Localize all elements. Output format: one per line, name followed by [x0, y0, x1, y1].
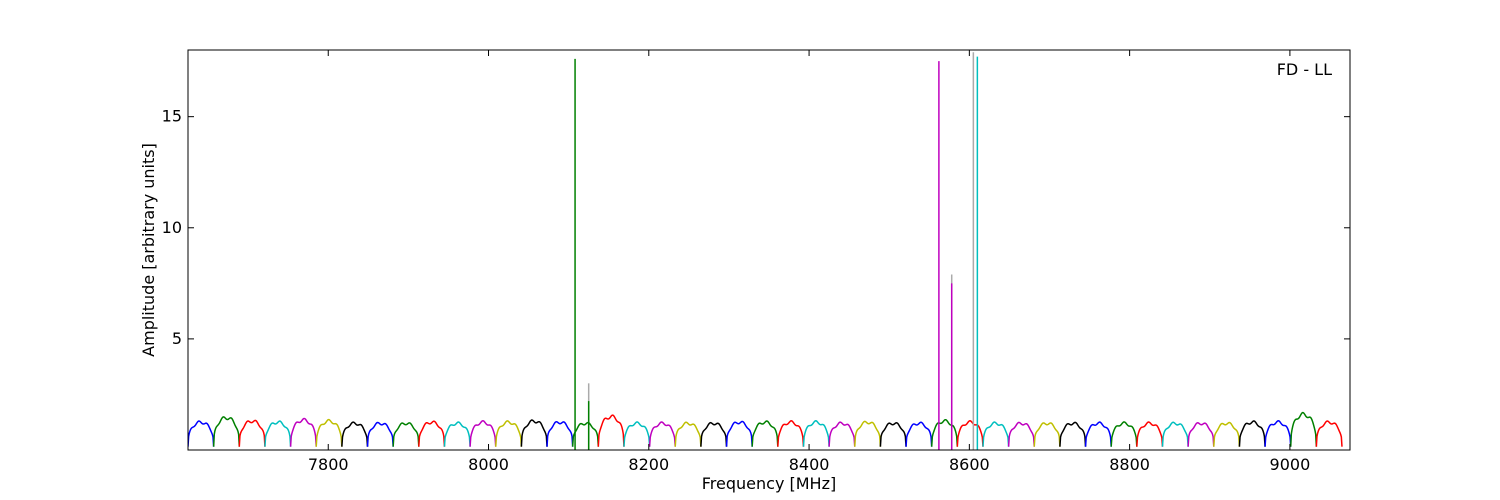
channel-curve: [725, 420, 753, 447]
x-tick-label: 8800: [1109, 455, 1150, 474]
channel-curve: [238, 419, 266, 447]
channel-curve: [648, 421, 676, 447]
channel-curve: [1007, 421, 1036, 447]
channel-curve: [366, 421, 394, 447]
panel-annotation: FD - LL: [1277, 60, 1332, 79]
plot-area: 7800 8000 8200 8400 8600 8800 9000 5 10 15: [162, 49, 1351, 474]
y-tick-label: 5: [172, 329, 182, 348]
x-tick-label: 8000: [468, 455, 509, 474]
channel-curve: [751, 420, 779, 447]
channel-curve: [188, 420, 215, 447]
channel-curve: [777, 420, 805, 447]
channel-curve: [264, 420, 292, 447]
channel-curve: [212, 416, 241, 447]
channel-curve: [956, 419, 984, 447]
channel-curve: [854, 420, 882, 447]
channel-curve: [1213, 421, 1241, 447]
channel-curve: [289, 417, 317, 447]
x-axis-label: Frequency [MHz]: [702, 474, 836, 493]
channel-curve: [1136, 421, 1164, 447]
channel-curve: [1110, 421, 1138, 447]
channel-curve: [1161, 421, 1189, 447]
channel-curve: [1059, 421, 1087, 447]
channel-curve: [1264, 420, 1292, 447]
plot-background: [188, 50, 1350, 450]
y-axis-label: Amplitude [arbitrary units]: [139, 143, 158, 357]
channel-curve: [1187, 422, 1215, 447]
channel-curve: [700, 421, 728, 447]
channel-curve: [341, 421, 369, 447]
channel-curve: [1289, 411, 1318, 447]
channel-curve: [1238, 420, 1266, 447]
channel-curve: [879, 421, 907, 447]
x-tick-label: 7800: [308, 455, 349, 474]
y-tick-label: 15: [162, 107, 182, 126]
channel-curve: [674, 421, 702, 447]
x-tick-label: 8200: [628, 455, 669, 474]
plot-frame: [187, 49, 1351, 451]
channel-curve: [982, 421, 1010, 447]
spike-layer: [574, 52, 979, 450]
x-tick-label: 8600: [949, 455, 990, 474]
channel-curve: [392, 422, 420, 447]
channel-curve: [623, 421, 651, 447]
y-tick-label: 10: [162, 218, 182, 237]
x-tick-label: 9000: [1270, 455, 1311, 474]
channel-curve: [315, 418, 343, 447]
channel-curve: [443, 421, 471, 447]
channel-curve: [828, 421, 856, 447]
channel-curve: [930, 418, 959, 447]
channel-curve: [1315, 420, 1343, 447]
channel-curve: [546, 420, 574, 447]
channel-curve: [418, 420, 446, 447]
channel-curve: [597, 414, 625, 447]
channel-curve: [905, 421, 933, 447]
channel-curve: [571, 421, 600, 447]
channel-curve: [520, 419, 548, 447]
channel-curve: [802, 420, 830, 447]
x-tick-label: 8400: [789, 455, 830, 474]
series-layer: [188, 411, 1343, 447]
tick-layer: 7800 8000 8200 8400 8600 8800 9000 5 10 15: [162, 50, 1350, 474]
channel-curve: [1084, 421, 1112, 447]
channel-curve: [469, 419, 497, 447]
channel-curve: [494, 420, 523, 447]
channel-curve: [1033, 422, 1061, 447]
